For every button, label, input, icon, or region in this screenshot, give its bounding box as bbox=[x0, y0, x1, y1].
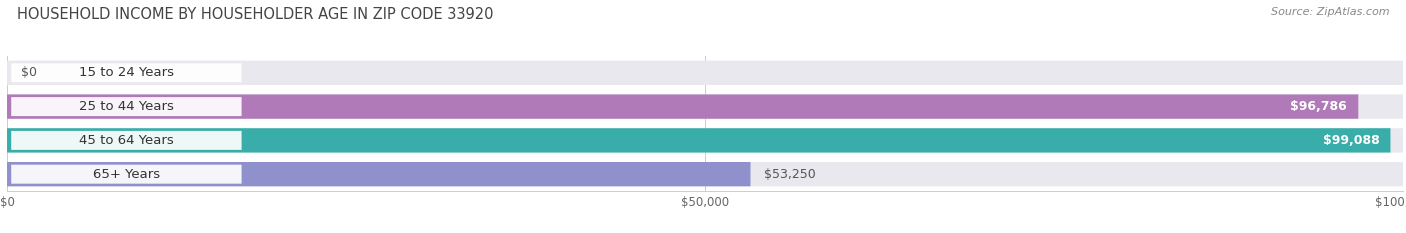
Text: Source: ZipAtlas.com: Source: ZipAtlas.com bbox=[1271, 7, 1389, 17]
Text: $99,088: $99,088 bbox=[1323, 134, 1379, 147]
FancyBboxPatch shape bbox=[11, 131, 242, 150]
Text: $0: $0 bbox=[21, 66, 37, 79]
FancyBboxPatch shape bbox=[7, 128, 1403, 153]
FancyBboxPatch shape bbox=[7, 128, 1391, 153]
FancyBboxPatch shape bbox=[7, 94, 1358, 119]
Text: 45 to 64 Years: 45 to 64 Years bbox=[79, 134, 174, 147]
FancyBboxPatch shape bbox=[7, 162, 1403, 186]
Text: $53,250: $53,250 bbox=[765, 168, 817, 181]
FancyBboxPatch shape bbox=[11, 97, 242, 116]
Text: 25 to 44 Years: 25 to 44 Years bbox=[79, 100, 174, 113]
Text: HOUSEHOLD INCOME BY HOUSEHOLDER AGE IN ZIP CODE 33920: HOUSEHOLD INCOME BY HOUSEHOLDER AGE IN Z… bbox=[17, 7, 494, 22]
FancyBboxPatch shape bbox=[7, 94, 1403, 119]
FancyBboxPatch shape bbox=[7, 162, 751, 186]
FancyBboxPatch shape bbox=[11, 165, 242, 184]
Text: 15 to 24 Years: 15 to 24 Years bbox=[79, 66, 174, 79]
FancyBboxPatch shape bbox=[11, 63, 242, 82]
Text: 65+ Years: 65+ Years bbox=[93, 168, 160, 181]
FancyBboxPatch shape bbox=[7, 61, 1403, 85]
Text: $96,786: $96,786 bbox=[1291, 100, 1347, 113]
